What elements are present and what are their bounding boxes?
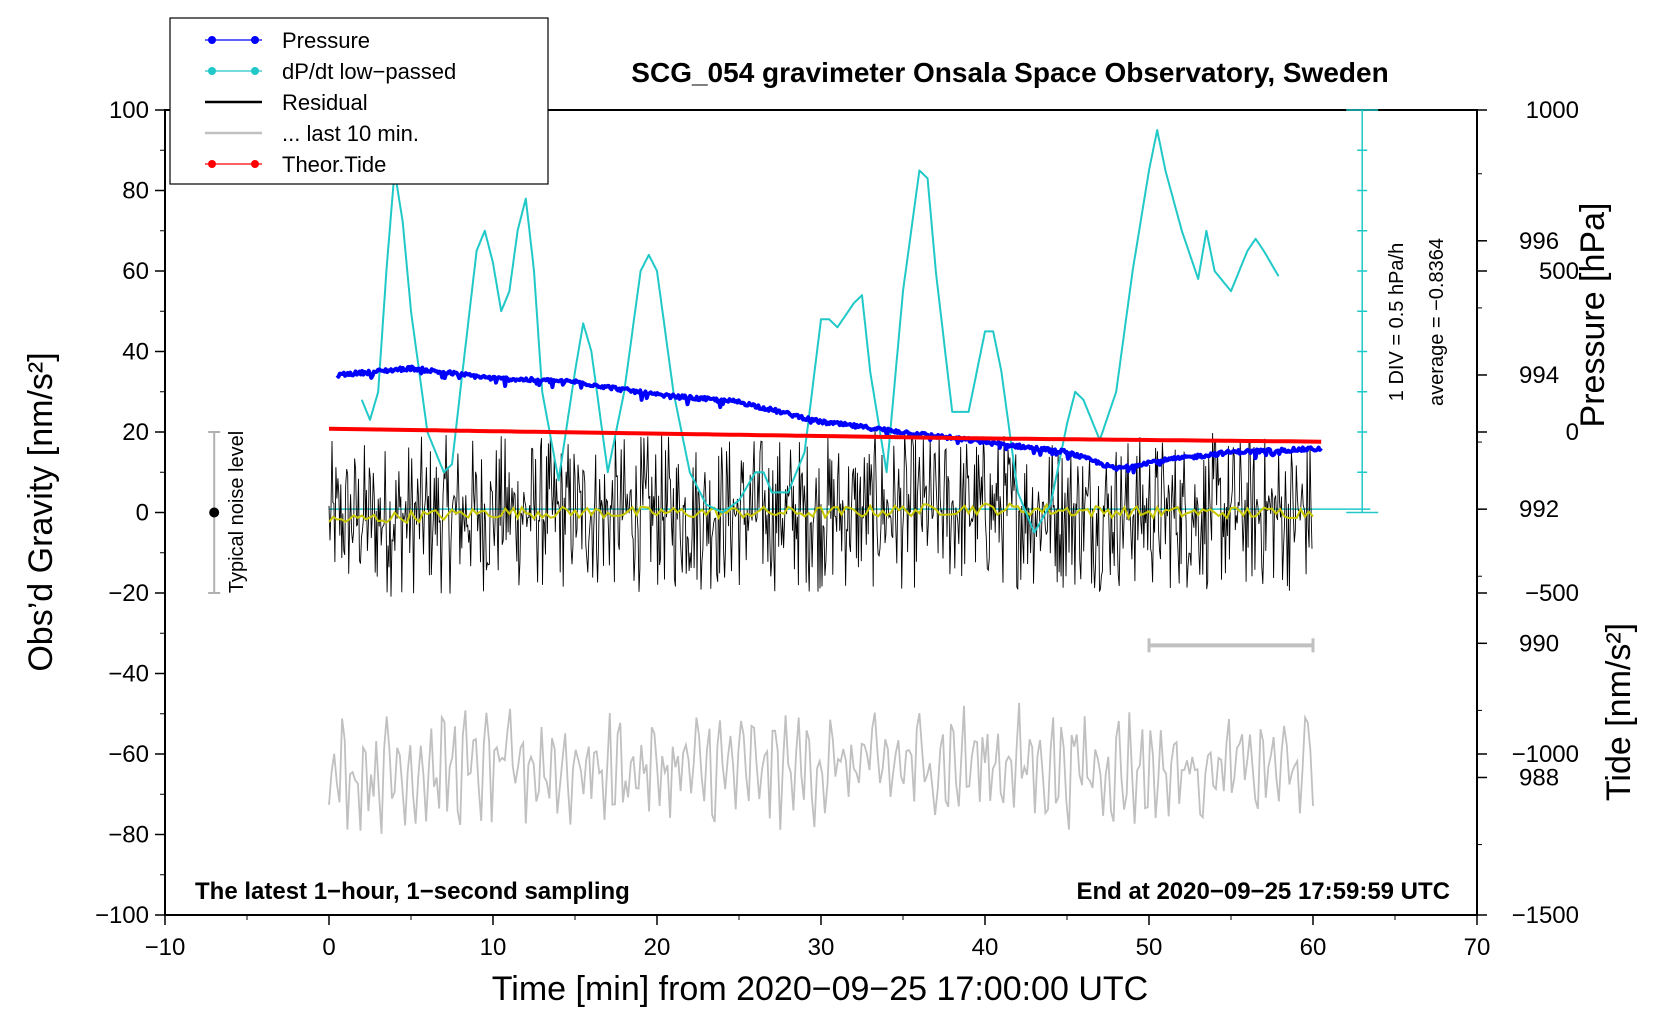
y-tick-label: −100 bbox=[95, 902, 149, 929]
chart-marks bbox=[208, 109, 1379, 834]
x-tick-label: 10 bbox=[480, 934, 507, 961]
y-tick-label: −20 bbox=[108, 580, 149, 607]
y-tick-label: −40 bbox=[108, 661, 149, 688]
x-tick-label: 20 bbox=[644, 934, 671, 961]
pressure-tick-label: 988 bbox=[1519, 764, 1559, 791]
legend-marker bbox=[251, 36, 259, 44]
tide-line bbox=[328, 426, 1322, 444]
x-tick-label: 70 bbox=[1464, 934, 1491, 961]
tide-tick-label: −1000 bbox=[1512, 741, 1579, 768]
x-tick-label: 40 bbox=[972, 934, 999, 961]
y-tick-label: 80 bbox=[122, 178, 149, 205]
pressure-axis-label: Pressure [hPa] bbox=[1574, 203, 1612, 428]
x-tick-label: 50 bbox=[1136, 934, 1163, 961]
pressure-tick-label: 994 bbox=[1519, 362, 1559, 389]
legend-marker bbox=[208, 160, 216, 168]
legend-marker bbox=[208, 67, 216, 75]
y-tick-label: 60 bbox=[122, 258, 149, 285]
x-axis-label: Time [min] from 2020−09−25 17:00:00 UTC bbox=[492, 970, 1148, 1008]
legend-label: dP/dt low−passed bbox=[282, 59, 456, 84]
dpdt-line bbox=[360, 129, 1280, 534]
pressure-tick-label: 996 bbox=[1519, 228, 1559, 255]
tide-tick-label: 1000 bbox=[1526, 97, 1579, 124]
last-10-min-line bbox=[328, 702, 1314, 834]
tide-tick-label: 500 bbox=[1539, 258, 1579, 285]
x-tick-label: 60 bbox=[1300, 934, 1327, 961]
legend-label: Pressure bbox=[282, 28, 370, 53]
y-tick-label: 100 bbox=[109, 97, 149, 124]
tide-tick-label: 0 bbox=[1566, 419, 1579, 446]
legend-label: Residual bbox=[282, 90, 368, 115]
y-tick-label: 40 bbox=[122, 339, 149, 366]
y-tick-label: −80 bbox=[108, 822, 149, 849]
x-tick-label: 30 bbox=[808, 934, 835, 961]
end-time-note: End at 2020−09−25 17:59:59 UTC bbox=[1076, 878, 1450, 905]
noise-level-label: Typical noise level bbox=[226, 431, 248, 593]
y-tick-label: −60 bbox=[108, 741, 149, 768]
x-tick-label: −10 bbox=[145, 934, 186, 961]
legend-marker bbox=[251, 67, 259, 75]
axis-ticks: −10 0 10 20 30 40 50 60 70100806040200−20−40−60−… bbox=[95, 97, 1579, 961]
pressure-tick-label: 992 bbox=[1519, 496, 1559, 523]
tide-tick-label: −500 bbox=[1525, 580, 1579, 607]
tide-tick-label: −1500 bbox=[1512, 902, 1579, 929]
legend-label: ... last 10 min. bbox=[282, 121, 419, 146]
y-tick-label: 20 bbox=[122, 419, 149, 446]
legend: Pressure dP/dt low−passed Residual ... last… bbox=[169, 17, 549, 185]
noise-bar-center-dot bbox=[209, 507, 220, 518]
sampling-note: The latest 1−hour, 1−second sampling bbox=[195, 878, 630, 905]
legend-marker bbox=[208, 36, 216, 44]
x-tick-label: 0 bbox=[322, 934, 335, 961]
legend-marker bbox=[251, 160, 259, 168]
residual-smoothed-line bbox=[328, 502, 1314, 525]
legend-label: Theor.Tide bbox=[282, 152, 386, 177]
pressure-line bbox=[335, 364, 1323, 475]
chart-title: SCG_054 gravimeter Onsala Space Observat… bbox=[631, 57, 1388, 88]
y-axis-label: Obs’d Gravity [nm/s²] bbox=[22, 352, 60, 671]
pressure-tick-label: 990 bbox=[1519, 630, 1559, 657]
average-label: average = −0.8364 bbox=[1426, 238, 1448, 406]
tide-axis-label: Tide [nm/s²] bbox=[1600, 623, 1638, 801]
residual-line bbox=[328, 431, 1313, 597]
y-tick-label: 0 bbox=[136, 500, 149, 527]
scale-bar-label: 1 DIV = 0.5 hPa/h bbox=[1386, 243, 1408, 401]
